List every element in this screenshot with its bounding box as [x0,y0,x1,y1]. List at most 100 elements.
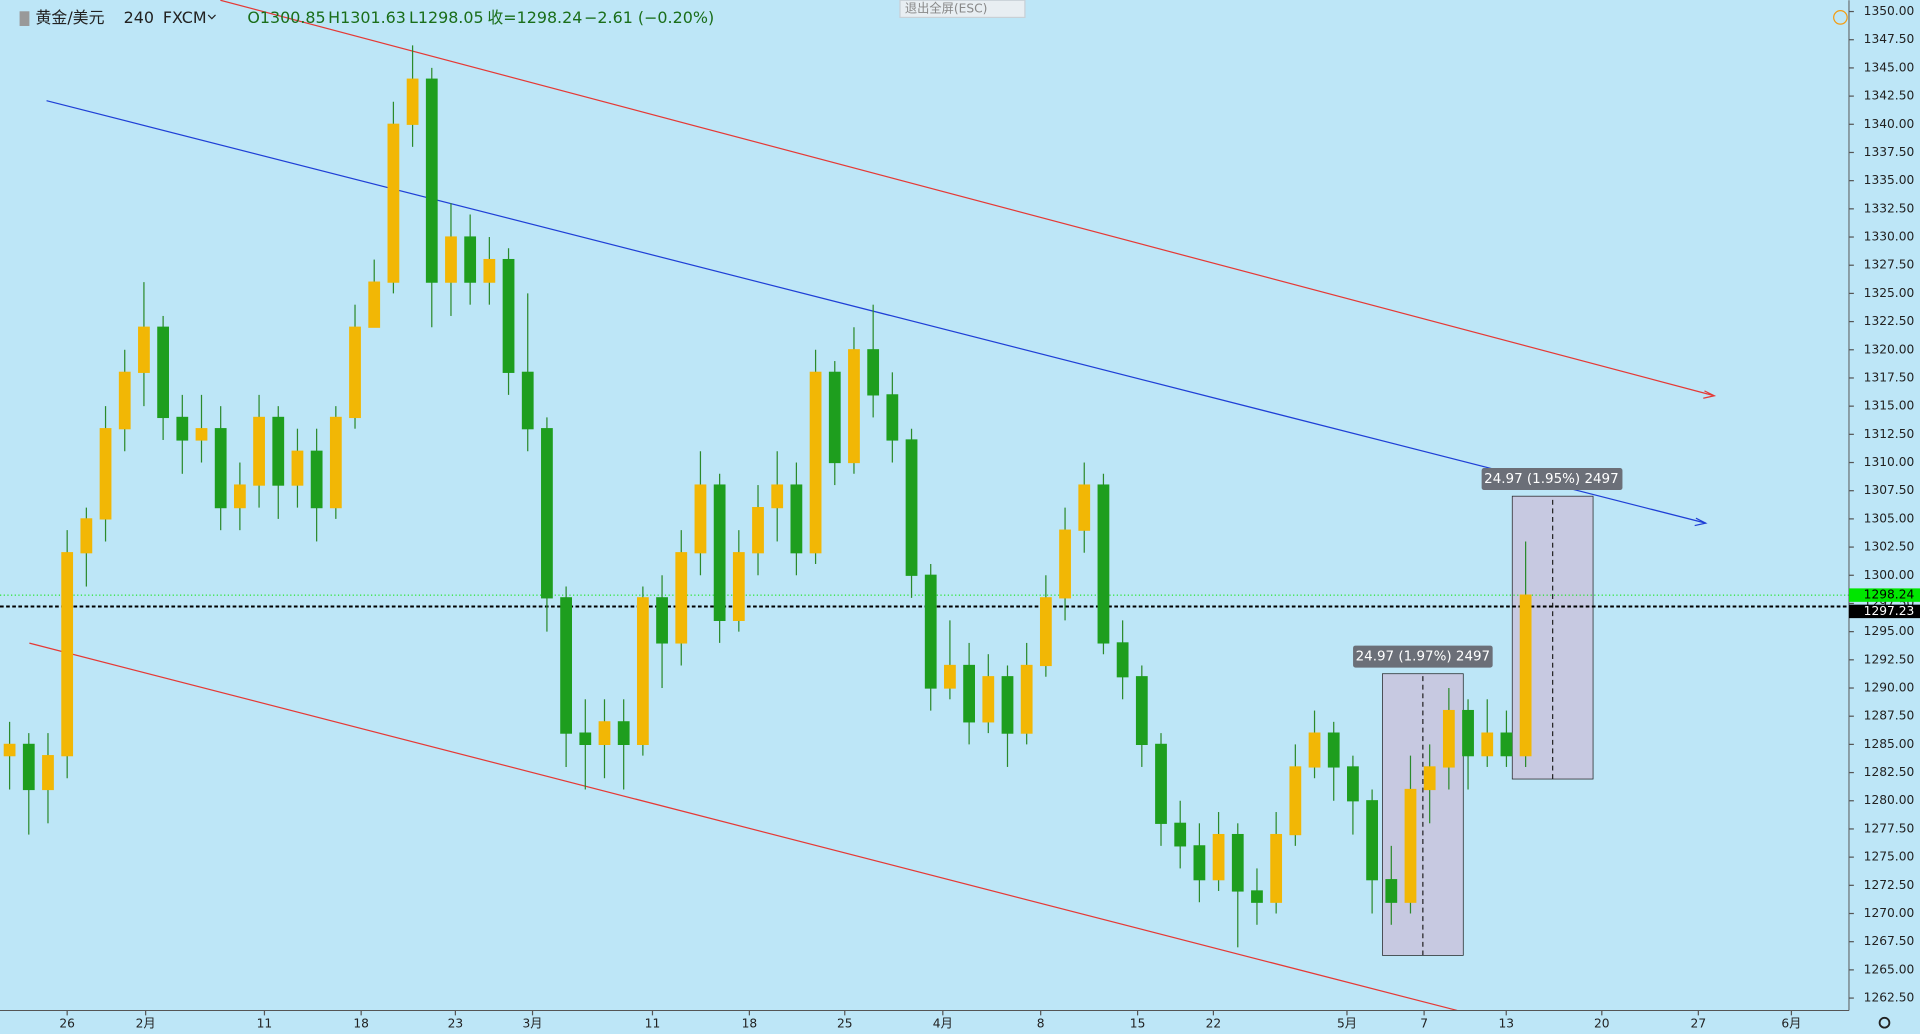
interval: 240 [124,8,154,27]
y-tick-label: 1290.00 [1864,681,1915,695]
y-tick-label: 1337.50 [1864,145,1915,159]
candle-body [1001,676,1014,734]
candle-body [195,428,208,441]
y-tick-label: 1310.00 [1864,455,1915,469]
candle-body [560,597,573,734]
candle-body [886,394,899,441]
y-tick-label: 1262.50 [1864,991,1915,1005]
y-tick-label: 1295.00 [1864,624,1915,638]
price-label-bg [1848,588,1920,602]
candle-body [118,371,131,430]
candle-body [1404,788,1417,903]
candle-body [1423,766,1436,791]
candle-body [905,439,918,576]
y-tick-label: 1277.50 [1864,821,1915,835]
legend-open: O1300.85 [247,8,325,27]
candle-body [1212,833,1225,881]
y-tick-label: 1340.00 [1864,117,1915,131]
candle-body [944,664,956,689]
x-tick-label: 18 [353,1016,369,1030]
candle-body [598,721,611,746]
candle-body [1366,800,1378,881]
candle-body [1442,709,1455,768]
candle-body [99,428,112,520]
candle-body [1519,594,1532,757]
y-tick-label: 1335.00 [1864,173,1915,187]
candle-body [1327,732,1340,768]
y-tick-label: 1312.50 [1864,427,1915,441]
candle-body [809,371,822,554]
trend-line [46,100,1706,524]
x-tick-label: 7 [1420,1016,1428,1030]
y-tick-label: 1292.50 [1864,652,1915,666]
y-tick-label: 1265.00 [1864,962,1915,976]
candle-body [502,258,515,373]
button-label: 退出全屏(ESC) [905,0,988,15]
y-tick-label: 1327.50 [1864,258,1915,272]
settings-icon[interactable] [1878,1016,1891,1029]
x-tick-label: 11 [645,1016,661,1030]
arrow-head [1703,390,1717,399]
x-tick-label: 22 [1206,1016,1222,1030]
candle-body [828,371,841,464]
y-tick-label: 1307.50 [1864,483,1915,497]
x-tick-label: 23 [448,1016,464,1030]
legend-high: H1301.63 [328,8,406,27]
alert-icon[interactable] [1833,10,1848,25]
legend-close: 收=1298.24 [487,8,582,27]
candle-body [157,326,170,419]
x-tick-label: 25 [837,1016,853,1030]
candle-body [406,78,419,125]
candle-body [214,428,227,509]
candle-body [1078,484,1091,531]
candle-body [1116,642,1129,678]
y-tick-label: 1342.50 [1864,89,1915,103]
measure-label-bg [1481,468,1623,491]
y-tick-label: 1332.50 [1864,201,1915,215]
candle-body [752,507,764,554]
exit-fullscreen-button[interactable] [899,0,1026,19]
y-tick-label: 1285.00 [1864,737,1915,751]
measure-label: 24.97 (1.97%) 2497 [1356,650,1491,665]
y-tick-label: 1305.00 [1864,511,1915,525]
candle-body [1097,484,1110,644]
y-tick-label: 1282.50 [1864,765,1915,779]
candle-body [138,326,150,373]
candle-body [349,326,361,419]
measure-label: 24.97 (1.95%) 2497 [1484,472,1619,487]
candle-body [713,484,726,621]
source: FXCM [163,8,207,27]
candle-body [291,450,304,486]
candle-body [3,743,16,757]
y-tick-label: 1267.50 [1864,934,1915,948]
x-tick-label: 27 [1691,1016,1707,1030]
x-tick-label: 11 [257,1016,273,1030]
y-tick-label: 1270.00 [1864,906,1915,920]
candle-body [42,755,54,791]
y-tick-label: 1350.00 [1864,4,1915,18]
y-tick-label: 1280.00 [1864,793,1915,807]
measure-label-bg [1353,645,1493,668]
x-tick-label: 8 [1037,1016,1045,1030]
candle-body [1481,732,1494,757]
candle-body [1289,766,1302,836]
candle-body [310,450,323,509]
candle-body [464,236,477,283]
candle-body [521,371,534,430]
candle-body [1059,529,1071,599]
candle-body [771,484,784,509]
candle-body [675,552,688,644]
candle-body [1020,664,1033,734]
x-tick-label: 26 [59,1016,75,1030]
price-axis [1848,0,1920,1034]
y-tick-label: 1347.50 [1864,32,1915,46]
candle-body [924,574,937,689]
candle-body [867,349,880,396]
logo [19,11,30,26]
candle-body [694,484,707,554]
y-tick-label: 1320.00 [1864,342,1915,356]
y-tick-label: 1322.50 [1864,314,1915,328]
candle-body [368,281,381,328]
dropdown-icon[interactable] [207,14,216,20]
candle-body [61,552,74,757]
